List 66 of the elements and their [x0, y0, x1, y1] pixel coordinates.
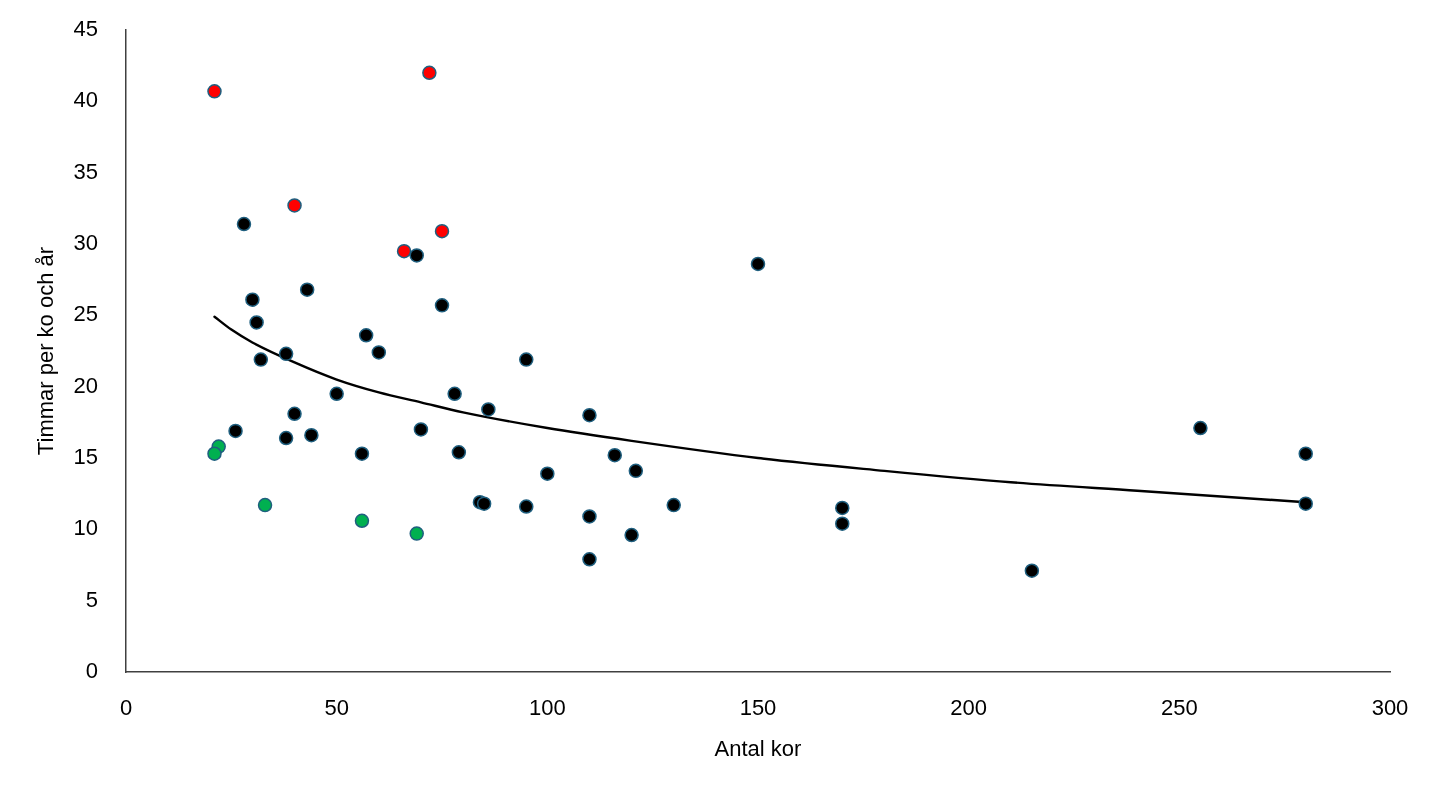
- point: [519, 352, 534, 367]
- y-tick-label: 10: [73, 515, 98, 541]
- point: [257, 497, 273, 513]
- x-axis-title: Antal kor: [714, 735, 802, 761]
- point: [422, 65, 437, 81]
- point: [236, 216, 252, 232]
- point: [207, 446, 222, 461]
- point: [451, 445, 467, 460]
- y-tick-label: 40: [73, 87, 98, 113]
- point: [329, 386, 344, 402]
- point: [354, 513, 370, 529]
- y-tick-label: 0: [85, 658, 98, 684]
- point: [278, 346, 294, 362]
- point: [434, 223, 450, 239]
- x-tick-label: 0: [119, 695, 133, 721]
- y-tick-label: 20: [73, 372, 98, 398]
- point: [666, 497, 681, 513]
- point: [434, 298, 450, 313]
- point: [447, 386, 462, 402]
- point: [358, 328, 374, 343]
- x-tick-label: 150: [739, 695, 777, 721]
- point: [628, 463, 644, 479]
- point: [413, 422, 429, 437]
- point: [1298, 496, 1313, 511]
- point: [278, 430, 294, 446]
- point: [1193, 420, 1208, 436]
- y-tick-label: 30: [73, 230, 98, 256]
- point: [304, 427, 319, 443]
- point: [207, 84, 222, 99]
- y-axis-title: Timmar per ko och år: [33, 246, 59, 456]
- point: [476, 496, 492, 511]
- y-tick-label: 25: [73, 301, 98, 327]
- x-tick-label: 50: [324, 695, 349, 721]
- y-tick-label: 35: [73, 158, 98, 184]
- point: [354, 446, 370, 461]
- point: [481, 402, 496, 417]
- point: [287, 198, 302, 213]
- point: [299, 282, 315, 297]
- point: [835, 500, 850, 516]
- point: [582, 407, 597, 423]
- point: [249, 315, 264, 330]
- point: [1298, 446, 1313, 461]
- y-tick-label: 45: [73, 16, 98, 42]
- point: [607, 447, 622, 463]
- point: [519, 499, 534, 514]
- y-tick-label: 15: [73, 444, 98, 470]
- point: [409, 526, 424, 541]
- x-tick-label: 100: [528, 695, 566, 721]
- point: [750, 256, 766, 272]
- point: [1024, 563, 1040, 578]
- x-tick-label: 200: [950, 695, 988, 721]
- point: [540, 466, 555, 481]
- point: [396, 243, 412, 259]
- point: [835, 516, 850, 531]
- point: [371, 345, 387, 360]
- point: [228, 423, 243, 439]
- point: [582, 552, 597, 567]
- y-tick-label: 5: [85, 586, 98, 612]
- point: [287, 406, 302, 422]
- x-tick-label: 250: [1160, 695, 1198, 721]
- point: [582, 509, 597, 524]
- point: [624, 527, 639, 543]
- point: [409, 248, 424, 263]
- point: [245, 292, 260, 307]
- x-tick-label: 300: [1371, 695, 1409, 721]
- point: [253, 352, 269, 367]
